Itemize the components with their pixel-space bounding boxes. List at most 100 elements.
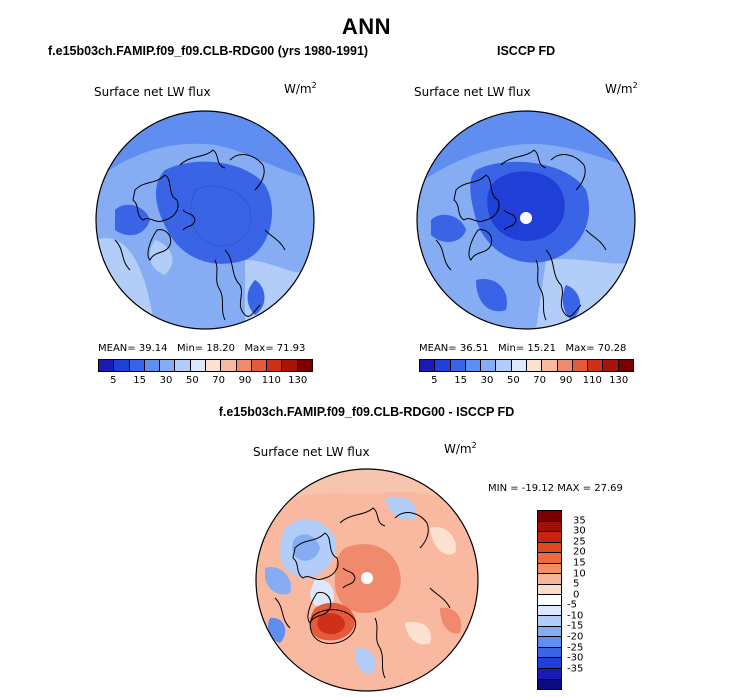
right-colorbar-tick-label: 30 — [480, 375, 494, 386]
diff-colorbar-tick-label: -10 — [567, 610, 584, 622]
diff-polar-map — [255, 468, 479, 692]
left-colorbar-swatch — [251, 360, 268, 371]
right-colorbar-swatch — [420, 360, 436, 371]
diff-colorbar — [537, 510, 562, 690]
diff-colorbar-tick-label: 0 — [573, 589, 580, 601]
diff-colorbar-swatch — [538, 605, 561, 617]
left-units: W/m2 — [284, 81, 317, 96]
diff-colorbar-tick-label: 15 — [573, 557, 586, 569]
right-colorbar-tick-label: 90 — [559, 375, 573, 386]
right-pole-missing-marker — [520, 212, 532, 224]
right-stats: MEAN= 36.51 Min= 15.21 Max= 70.28 — [419, 343, 626, 354]
right-colorbar-tick-label: 70 — [533, 375, 547, 386]
diff-colorbar-tick-label: 30 — [573, 525, 586, 537]
left-colorbar-swatch — [99, 360, 115, 371]
diff-colorbar-swatch — [538, 511, 561, 522]
diff-minmax: MIN = -19.12 MAX = 27.69 — [488, 483, 623, 494]
left-colorbar-swatch — [190, 360, 206, 371]
left-mean-label: MEAN= — [98, 343, 136, 354]
right-mean-value: 36.51 — [459, 343, 489, 354]
right-min-value: 15.21 — [527, 343, 556, 354]
diff-colorbar-swatch — [538, 574, 561, 585]
right-colorbar-swatch — [526, 360, 543, 371]
right-colorbar-tick-label: 110 — [582, 375, 602, 386]
right-colorbar-swatch — [603, 360, 619, 371]
right-units: W/m2 — [605, 81, 638, 96]
right-mean-label: MEAN= — [419, 343, 457, 354]
left-colorbar-tick-label: 70 — [212, 375, 226, 386]
right-max-label: Max= — [565, 343, 595, 354]
diff-colorbar-tick-label: -25 — [567, 642, 584, 654]
diff-colorbar-swatch — [538, 542, 561, 554]
left-colorbar-swatch — [144, 360, 161, 371]
diff-colorbar-tick-label: 35 — [573, 515, 586, 527]
diff-colorbar-swatch — [538, 616, 561, 627]
diff-colorbar-swatch — [538, 521, 561, 533]
left-mean-value: 39.14 — [138, 343, 168, 354]
diff-colorbar-swatch — [538, 595, 561, 606]
right-panel-title: ISCCP FD — [497, 44, 556, 58]
diff-colorbar-swatch — [538, 584, 561, 596]
left-colorbar-tick-label: 110 — [261, 375, 281, 386]
diff-colorbar-tick-label: -30 — [567, 652, 584, 664]
left-colorbar-swatch — [129, 360, 145, 371]
left-variable-label: Surface net LW flux — [94, 85, 211, 99]
diff-colorbar-tick-label: -35 — [567, 663, 584, 675]
left-colorbar-swatch — [114, 360, 130, 371]
left-colorbar-swatch — [160, 360, 176, 371]
left-colorbar-tick-label: 50 — [185, 375, 199, 386]
right-max-value: 70.28 — [597, 343, 627, 354]
left-stats: MEAN= 39.14 Min= 18.20 Max= 71.93 — [98, 343, 305, 354]
diff-colorbar-tick-label: -15 — [567, 620, 584, 632]
left-colorbar-tick-label: 5 — [110, 375, 117, 386]
diff-colorbar-tick-label: 10 — [573, 568, 586, 580]
diff-variable-label: Surface net LW flux — [253, 445, 370, 459]
diff-colorbar-tick-label: 25 — [573, 536, 586, 548]
diff-units: W/m2 — [444, 441, 477, 456]
right-colorbar-tick-label: 15 — [454, 375, 468, 386]
left-colorbar-swatch — [282, 360, 298, 371]
right-colorbar-swatch — [542, 360, 558, 371]
diff-pole-missing-marker — [361, 572, 373, 584]
diff-colorbar-swatch — [538, 668, 561, 680]
right-colorbar-tick-label: 130 — [609, 375, 629, 386]
right-variable-label: Surface net LW flux — [414, 85, 531, 99]
diff-colorbar-swatch — [538, 679, 561, 690]
right-min-label: Min= — [498, 343, 525, 354]
diff-colorbar-swatch — [538, 658, 561, 669]
right-colorbar-swatch — [465, 360, 482, 371]
diff-colorbar-tick-label: -20 — [567, 631, 584, 643]
left-colorbar-swatch — [221, 360, 237, 371]
right-colorbar-swatch — [588, 360, 604, 371]
diff-panel-title: f.e15b03ch.FAMIP.f09_f09.CLB-RDG00 - ISC… — [218, 405, 515, 419]
left-colorbar-swatch — [267, 360, 283, 371]
left-colorbar-tick-label: 130 — [288, 375, 308, 386]
left-max-value: 71.93 — [276, 343, 306, 354]
diff-colorbar-swatch — [538, 563, 561, 575]
figure-title: ANN — [341, 14, 392, 39]
right-colorbar-swatch — [572, 360, 589, 371]
left-min-value: 18.20 — [206, 343, 235, 354]
diff-colorbar-tick-label: -5 — [567, 599, 577, 611]
left-colorbar-swatch — [175, 360, 191, 371]
diff-colorbar-swatch — [538, 626, 561, 638]
left-panel-title: f.e15b03ch.FAMIP.f09_f09.CLB-RDG00 (yrs … — [48, 44, 369, 58]
diff-colorbar-swatch — [538, 647, 561, 659]
right-colorbar-swatch — [496, 360, 512, 371]
right-colorbar-swatch — [557, 360, 573, 371]
left-colorbar-tick-label: 30 — [159, 375, 173, 386]
right-polar-map — [416, 110, 636, 330]
left-colorbar-swatch — [297, 360, 312, 371]
right-colorbar — [419, 359, 634, 372]
diff-colorbar-ticks: 35 30 25 20 15 10 5 0 -5 -10 -15 -20 -25 -30 -35 — [567, 510, 607, 690]
left-max-label: Max= — [244, 343, 274, 354]
right-colorbar-swatch — [511, 360, 527, 371]
diff-colorbar-tick-label: 20 — [573, 546, 586, 558]
right-colorbar-tick-label: 5 — [431, 375, 438, 386]
left-colorbar — [98, 359, 313, 372]
diff-colorbar-swatch — [538, 637, 561, 648]
left-colorbar-swatch — [205, 360, 222, 371]
diff-colorbar-swatch — [538, 553, 561, 564]
left-colorbar-swatch — [236, 360, 252, 371]
diff-colorbar-swatch — [538, 532, 561, 543]
